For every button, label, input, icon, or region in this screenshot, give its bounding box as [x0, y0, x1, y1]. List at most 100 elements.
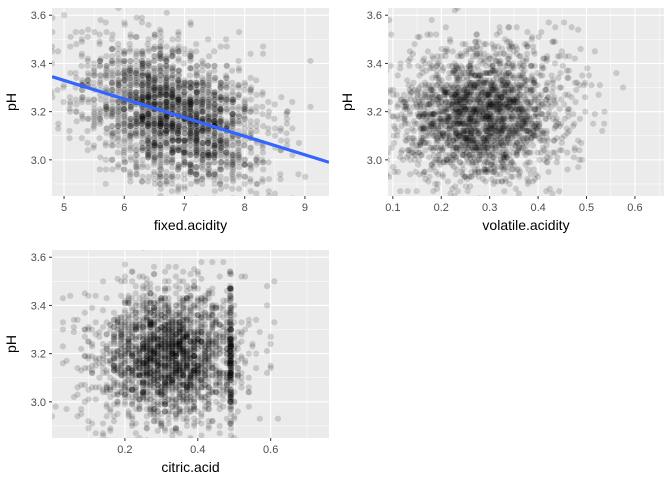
data-point	[163, 115, 170, 122]
data-point	[517, 110, 525, 118]
data-point	[514, 147, 522, 154]
data-point	[475, 72, 483, 79]
data-point	[144, 72, 152, 79]
data-point	[426, 96, 433, 103]
data-point	[229, 120, 236, 127]
data-point	[175, 48, 183, 55]
data-point	[497, 60, 504, 67]
data-point	[193, 79, 200, 86]
data-point	[161, 408, 169, 415]
data-point	[259, 156, 266, 163]
data-point	[127, 69, 134, 77]
data-point	[435, 137, 442, 144]
data-point	[420, 171, 427, 178]
data-point	[151, 120, 158, 127]
data-point	[479, 96, 486, 103]
data-point	[461, 125, 468, 132]
data-point	[535, 106, 542, 113]
data-point	[229, 173, 236, 180]
data-point	[161, 355, 169, 362]
data-point	[253, 161, 260, 168]
data-point	[156, 130, 163, 137]
data-point	[176, 324, 183, 331]
data-point	[440, 84, 447, 91]
data-point	[176, 340, 183, 348]
data-point	[474, 106, 481, 113]
data-point	[103, 130, 110, 137]
data-point	[151, 98, 158, 106]
data-point	[147, 374, 154, 381]
data-point	[163, 123, 170, 130]
data-point	[194, 391, 201, 398]
data-point	[439, 130, 447, 137]
data-point	[565, 106, 572, 113]
data-point	[201, 362, 209, 369]
data-point	[474, 156, 481, 163]
data-point	[516, 94, 523, 101]
data-point	[218, 137, 225, 144]
data-point	[466, 118, 473, 125]
data-point	[126, 89, 133, 96]
data-point	[516, 82, 524, 89]
data-point	[110, 336, 118, 343]
data-point	[125, 295, 132, 302]
data-point	[440, 118, 448, 125]
data-point	[229, 163, 236, 171]
data-point	[193, 147, 200, 154]
data-point	[482, 132, 490, 139]
data-point	[211, 110, 218, 118]
data-point	[459, 110, 466, 118]
data-point	[118, 340, 125, 348]
data-point	[204, 139, 212, 147]
data-point	[139, 118, 146, 125]
data-point	[468, 127, 475, 135]
data-point	[532, 82, 539, 89]
data-point	[151, 94, 158, 101]
data-point	[425, 101, 433, 108]
data-point	[619, 84, 627, 91]
data-point	[217, 166, 225, 173]
data-point	[151, 77, 158, 84]
data-point	[514, 96, 521, 103]
data-point	[493, 94, 500, 101]
data-point	[465, 67, 473, 74]
data-point	[495, 69, 503, 77]
data-point	[522, 151, 529, 159]
data-point	[247, 144, 255, 151]
data-point	[529, 33, 536, 41]
data-point	[455, 84, 462, 91]
data-point	[504, 55, 511, 62]
data-point	[211, 188, 218, 195]
data-point	[397, 60, 404, 67]
data-point	[473, 108, 480, 115]
data-point	[472, 110, 479, 118]
data-point	[492, 101, 499, 108]
data-point	[151, 98, 158, 106]
data-point	[223, 328, 231, 336]
data-point	[169, 125, 176, 132]
data-point	[161, 401, 169, 408]
data-point	[145, 94, 152, 101]
data-point	[446, 123, 453, 130]
data-point	[84, 33, 91, 41]
data-point	[267, 333, 274, 340]
data-point	[462, 135, 469, 142]
data-point	[193, 89, 200, 96]
data-point	[453, 113, 460, 120]
data-point	[435, 130, 442, 137]
data-point	[175, 127, 182, 135]
data-point	[501, 103, 508, 110]
data-point	[110, 367, 118, 374]
data-point	[157, 123, 164, 130]
data-point	[169, 82, 176, 89]
data-point	[205, 89, 212, 96]
data-point	[199, 94, 206, 101]
data-point	[451, 8, 459, 14]
data-point	[488, 168, 496, 175]
data-point	[121, 50, 128, 57]
data-point	[191, 367, 198, 374]
data-point	[115, 110, 122, 118]
data-point	[169, 408, 176, 415]
data-point	[183, 333, 190, 340]
data-point	[168, 127, 176, 135]
